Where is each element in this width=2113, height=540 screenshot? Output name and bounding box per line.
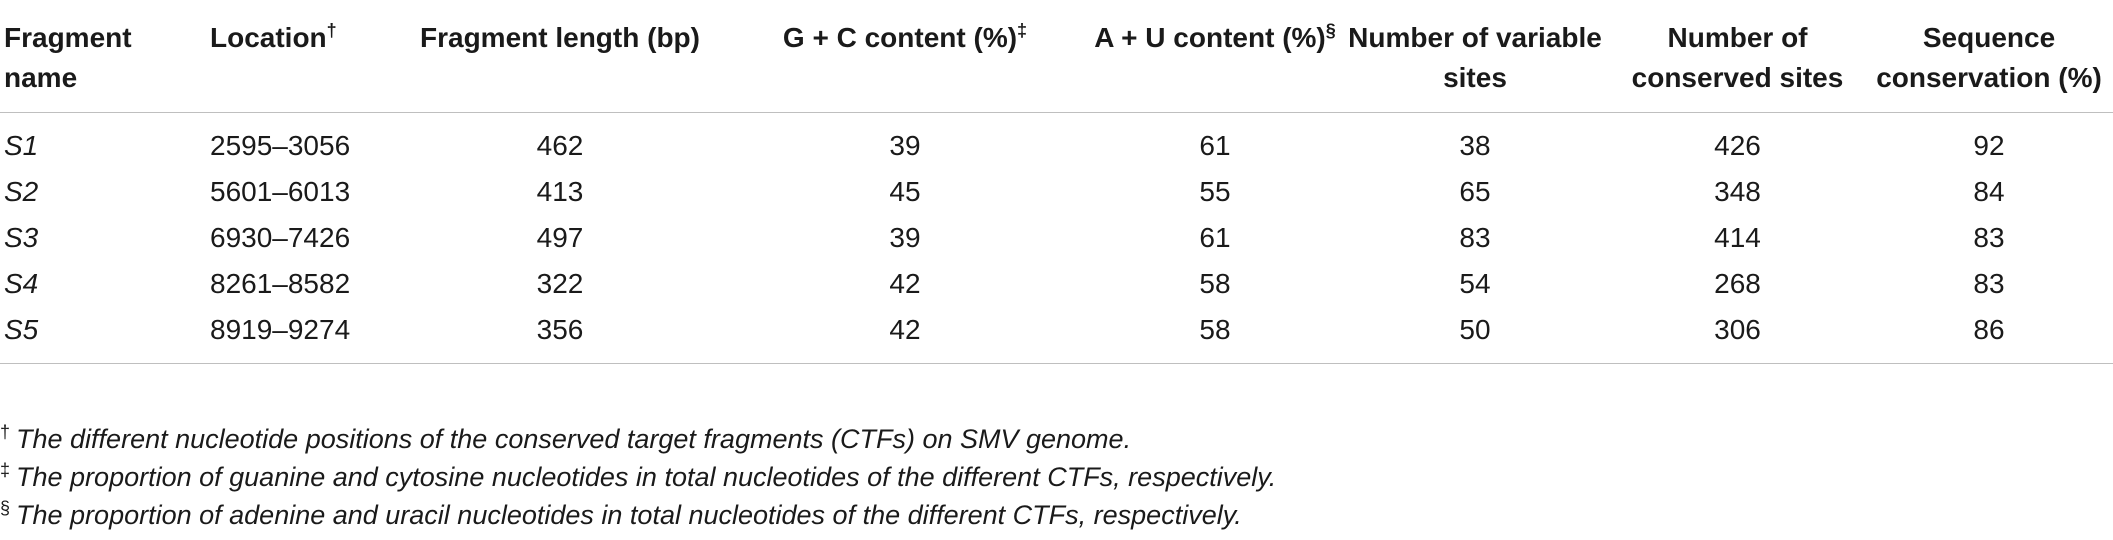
- cell-conserved-sites: 268: [1714, 268, 1761, 299]
- cell-gc-content: 42: [720, 307, 1090, 364]
- cell-sequence-conservation: 84: [1973, 176, 2005, 207]
- header-location: Location†: [210, 0, 400, 113]
- cell-fragment-length: 413: [536, 176, 584, 207]
- data-table: Fragment name Location† Fragment length …: [0, 0, 2113, 364]
- cell-fragment-length: 497: [536, 222, 584, 253]
- footnote-text: The proportion of guanine and cytosine n…: [16, 462, 1277, 492]
- header-fragment-name: Fragment name: [0, 0, 210, 113]
- cell-au-content: 58: [1090, 307, 1340, 364]
- cell-location: 2595–3056: [210, 130, 351, 161]
- cell-au-content: 55: [1199, 176, 1231, 207]
- cell-location: 5601–6013: [210, 176, 351, 207]
- cell-conserved-sites: 306: [1610, 307, 1865, 364]
- cell-sequence-conservation: 83: [1973, 268, 2005, 299]
- cell-sequence-conservation: 86: [1865, 307, 2113, 364]
- cell-conserved-sites: 426: [1714, 130, 1761, 161]
- section-mark: §: [0, 498, 11, 518]
- cell-location: 8919–9274: [210, 307, 400, 364]
- cell-sequence-conservation: 83: [1973, 222, 2005, 253]
- double-dagger-mark: ‡: [1017, 20, 1028, 41]
- header-gc-content: G + C content (%)‡: [720, 0, 1090, 113]
- cell-fragment-length: 322: [536, 268, 584, 299]
- cell-fragment-name: S4: [4, 268, 39, 299]
- cell-gc-content: 42: [889, 268, 921, 299]
- footnote-text: The proportion of adenine and uracil nuc…: [16, 500, 1242, 530]
- cell-fragment-name: S5: [0, 307, 210, 364]
- cell-au-content: 61: [1199, 222, 1231, 253]
- dagger-mark: †: [0, 422, 11, 442]
- footnote-gc-content: ‡ The proportion of guanine and cytosine …: [0, 458, 2113, 496]
- cell-gc-content: 45: [889, 176, 921, 207]
- cell-variable-sites: 38: [1459, 130, 1491, 161]
- cell-gc-content: 39: [889, 222, 921, 253]
- cell-fragment-length: 462: [536, 130, 584, 161]
- header-au-content: A + U content (%)§: [1090, 0, 1340, 113]
- cell-sequence-conservation: 92: [1973, 130, 2005, 161]
- table-row: S5 8919–9274 356 42 58 50 306 86: [0, 307, 2113, 364]
- cell-conserved-sites: 414: [1714, 222, 1761, 253]
- section-mark: §: [1325, 20, 1336, 41]
- cell-variable-sites: 83: [1459, 222, 1491, 253]
- table-row: S2 5601–6013 413 45 55 65 348 84: [0, 169, 2113, 215]
- footnote-au-content: § The proportion of adenine and uracil nu…: [0, 496, 2113, 534]
- table-row: S3 6930–7426 497 39 61 83 414 83: [0, 215, 2113, 261]
- footnote-location: † The different nucleotide positions of t…: [0, 420, 2113, 458]
- header-row: Fragment name Location† Fragment length …: [0, 0, 2113, 113]
- cell-variable-sites: 50: [1340, 307, 1610, 364]
- header-conserved-sites: Number of conserved sites: [1610, 0, 1865, 113]
- cell-fragment-name: S1: [4, 130, 39, 161]
- double-dagger-mark: ‡: [0, 460, 11, 480]
- table-row: S4 8261–8582 322 42 58 54 268 83: [0, 261, 2113, 307]
- cell-fragment-name: S3: [4, 222, 39, 253]
- cell-au-content: 58: [1199, 268, 1231, 299]
- footnote-text: The different nucleotide positions of th…: [16, 424, 1132, 454]
- table-footnotes: † The different nucleotide positions of t…: [0, 420, 2113, 534]
- cell-variable-sites: 65: [1459, 176, 1491, 207]
- cell-fragment-length: 356: [400, 307, 720, 364]
- header-variable-sites: Number of variable sites: [1340, 0, 1610, 113]
- header-fragment-length: Fragment length (bp): [400, 0, 720, 113]
- cell-conserved-sites: 348: [1714, 176, 1761, 207]
- cell-fragment-name: S2: [4, 176, 39, 207]
- dagger-mark: †: [326, 20, 337, 41]
- table-row: S1 2595–3056 462 39 61 38 426 92: [0, 113, 2113, 170]
- cell-au-content: 61: [1199, 130, 1231, 161]
- header-sequence-conservation: Sequence conservation (%): [1865, 0, 2113, 113]
- cell-location: 8261–8582: [210, 268, 351, 299]
- cell-variable-sites: 54: [1459, 268, 1491, 299]
- cell-gc-content: 39: [889, 130, 921, 161]
- cell-location: 6930–7426: [210, 222, 351, 253]
